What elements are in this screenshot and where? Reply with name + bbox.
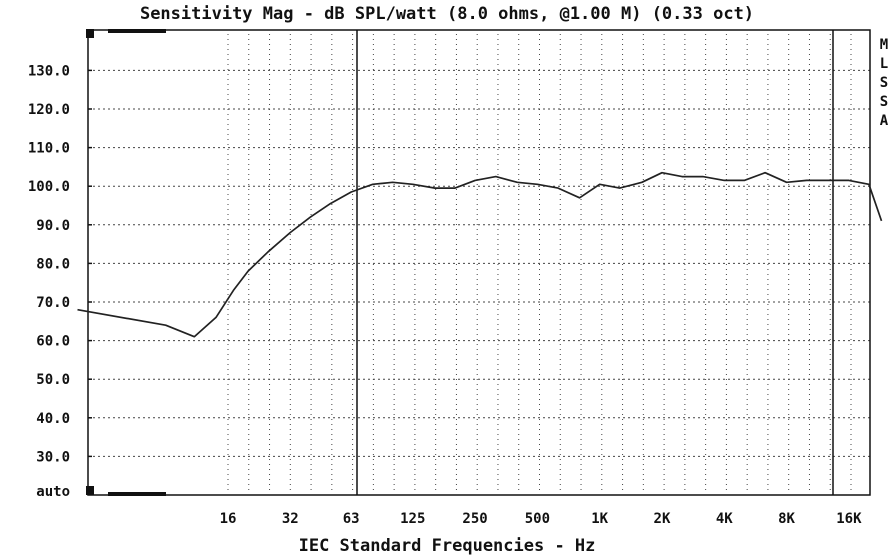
side-label-letter: A: [879, 113, 889, 129]
x-tick-label: 32: [282, 511, 299, 527]
x-tick-label: 2K: [654, 511, 671, 527]
x-tick-label: 16: [220, 511, 237, 527]
x-tick-label: 250: [462, 511, 487, 527]
y-tick-label: 60.0: [36, 334, 70, 350]
plot-frame: [87, 29, 871, 496]
y-tick-label: 40.0: [36, 411, 70, 427]
y-tick-label: 80.0: [36, 256, 70, 272]
x-tick-label: 125: [400, 511, 425, 527]
x-axis-label: IEC Standard Frequencies - Hz: [298, 536, 596, 556]
x-tick-label: 8K: [778, 511, 795, 527]
axis-frame: [86, 29, 871, 496]
x-tick-label: 1K: [591, 511, 608, 527]
y-tick-label: 90.0: [36, 218, 70, 234]
side-label-letter: M: [879, 37, 889, 53]
side-label-letter: S: [879, 75, 889, 91]
x-tick-label: 16K: [836, 511, 862, 527]
grid-lines: [88, 34, 870, 493]
side-label-letter: S: [879, 94, 889, 110]
scroll-bar-top: [108, 29, 166, 33]
x-tick-label: 4K: [716, 511, 733, 527]
y-tick-label: 100.0: [28, 179, 70, 195]
scroll-bar-bottom: [108, 492, 166, 496]
chart-title: Sensitivity Mag - dB SPL/watt (8.0 ohms,…: [139, 4, 755, 24]
y-tick-label: 110.0: [28, 141, 70, 157]
y-tick-label: 70.0: [36, 295, 70, 311]
x-tick-label: 63: [343, 511, 360, 527]
side-label-letter: L: [879, 56, 889, 72]
corner-block-top: [86, 29, 94, 38]
y-tick-label: 50.0: [36, 372, 70, 388]
x-tick-labels: 16 32 63 125 250 500 1K 2K 4K 8K 16K: [220, 511, 863, 527]
y-tick-label: 130.0: [28, 63, 70, 79]
y-tick-label: 30.0: [36, 449, 70, 465]
x-tick-label: 500: [525, 511, 550, 527]
data-series: [77, 171, 883, 338]
y-tick-label: auto: [36, 484, 70, 500]
y-tick-label: 120.0: [28, 102, 70, 118]
y-tick-labels: 130.0 120.0 110.0 100.0 90.0 80.0 70.0 60.0 50.0…: [28, 63, 70, 500]
series-line: [77, 171, 883, 338]
